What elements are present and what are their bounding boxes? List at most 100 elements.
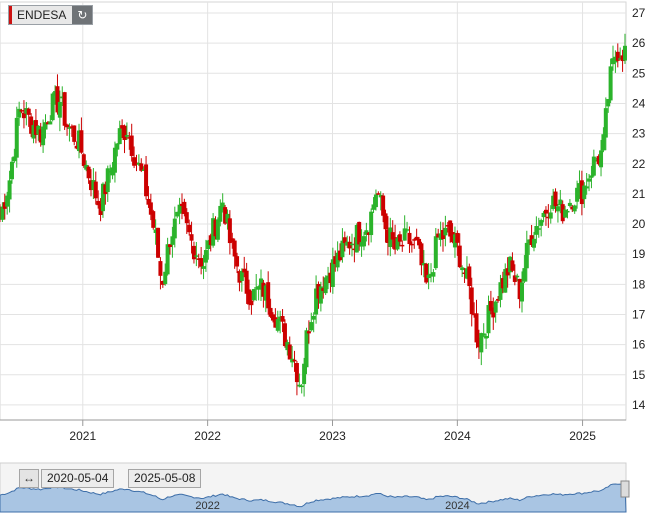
candle [349, 233, 354, 257]
candle [235, 252, 240, 274]
range-arrows-icon[interactable]: ↔ [19, 469, 39, 488]
candle [455, 230, 460, 256]
candle [170, 226, 175, 258]
candle [570, 204, 575, 212]
candle [335, 241, 340, 272]
candle [203, 239, 208, 272]
candle [338, 243, 343, 262]
candle [12, 148, 17, 163]
navigator-area [0, 482, 627, 513]
candle [424, 262, 429, 284]
candle [108, 164, 113, 183]
candle [153, 219, 158, 245]
candle [194, 242, 199, 267]
candle [270, 312, 275, 323]
candle [405, 221, 410, 233]
candle [57, 90, 62, 132]
candle [622, 33, 627, 64]
candle [345, 235, 350, 248]
y-tick-label: 27 [632, 6, 646, 20]
candle [551, 188, 556, 211]
candle [555, 203, 560, 223]
candle [611, 45, 616, 71]
candle [388, 217, 393, 257]
y-tick-label: 19 [632, 247, 646, 261]
chart-grid [0, 1, 627, 421]
candle [567, 199, 572, 208]
candle [517, 278, 522, 309]
candle [151, 209, 156, 230]
candle [397, 231, 402, 247]
candle [213, 216, 218, 240]
candle [196, 253, 201, 269]
candle [134, 154, 139, 172]
candle [385, 216, 390, 256]
candle [299, 384, 304, 394]
candle [469, 277, 474, 327]
candle [448, 220, 453, 243]
candle [309, 312, 314, 332]
candle [426, 262, 431, 290]
candle [591, 149, 596, 177]
y-tick-label: 15 [632, 368, 646, 382]
candle [541, 211, 546, 223]
candle [577, 170, 582, 199]
x-tick-label: 2023 [319, 429, 346, 443]
candle [371, 197, 376, 213]
candle [476, 329, 481, 359]
start-date-input[interactable]: 2020-05-04 [41, 469, 115, 488]
refresh-icon[interactable]: ↻ [72, 6, 93, 24]
candle [304, 327, 309, 375]
candle [156, 227, 161, 258]
candle [486, 295, 491, 338]
candle [266, 271, 271, 315]
end-date-input[interactable]: 2025-05-08 [128, 469, 202, 488]
candle [503, 263, 508, 293]
candle [21, 100, 26, 129]
candle [263, 283, 268, 313]
candle [43, 114, 48, 139]
candle [172, 206, 177, 248]
candle [223, 204, 228, 225]
candle [297, 373, 302, 388]
candle [184, 208, 189, 234]
candle [79, 117, 84, 154]
candle [139, 158, 144, 173]
candle [189, 221, 194, 254]
candle [98, 198, 103, 222]
candle [601, 127, 606, 153]
candle [77, 123, 82, 159]
candle [438, 221, 443, 247]
candle [206, 239, 211, 260]
candle [88, 169, 93, 197]
candle [302, 357, 307, 397]
candle [433, 227, 438, 271]
candle [72, 125, 77, 146]
candle [41, 119, 46, 153]
candle [251, 288, 256, 302]
candle [421, 250, 426, 278]
candle [373, 189, 378, 211]
candle [136, 154, 141, 166]
candle [67, 123, 72, 142]
candle [117, 120, 122, 145]
navigator-handle[interactable] [620, 480, 630, 498]
candle [86, 165, 91, 184]
candle [2, 193, 7, 220]
candle [558, 189, 563, 214]
candle [242, 256, 247, 278]
candle [548, 205, 553, 224]
candle [613, 50, 618, 73]
candle [282, 319, 287, 348]
candle [520, 271, 525, 313]
ticker-badge: ENDESA ↻ [8, 5, 94, 25]
candle [74, 141, 79, 150]
candle [457, 233, 462, 269]
candle [259, 269, 264, 302]
y-tick-label: 14 [632, 398, 646, 412]
candle [407, 226, 412, 253]
candle [330, 247, 335, 294]
candle [96, 190, 101, 209]
candle [120, 119, 125, 138]
candlestick-series [0, 33, 627, 397]
